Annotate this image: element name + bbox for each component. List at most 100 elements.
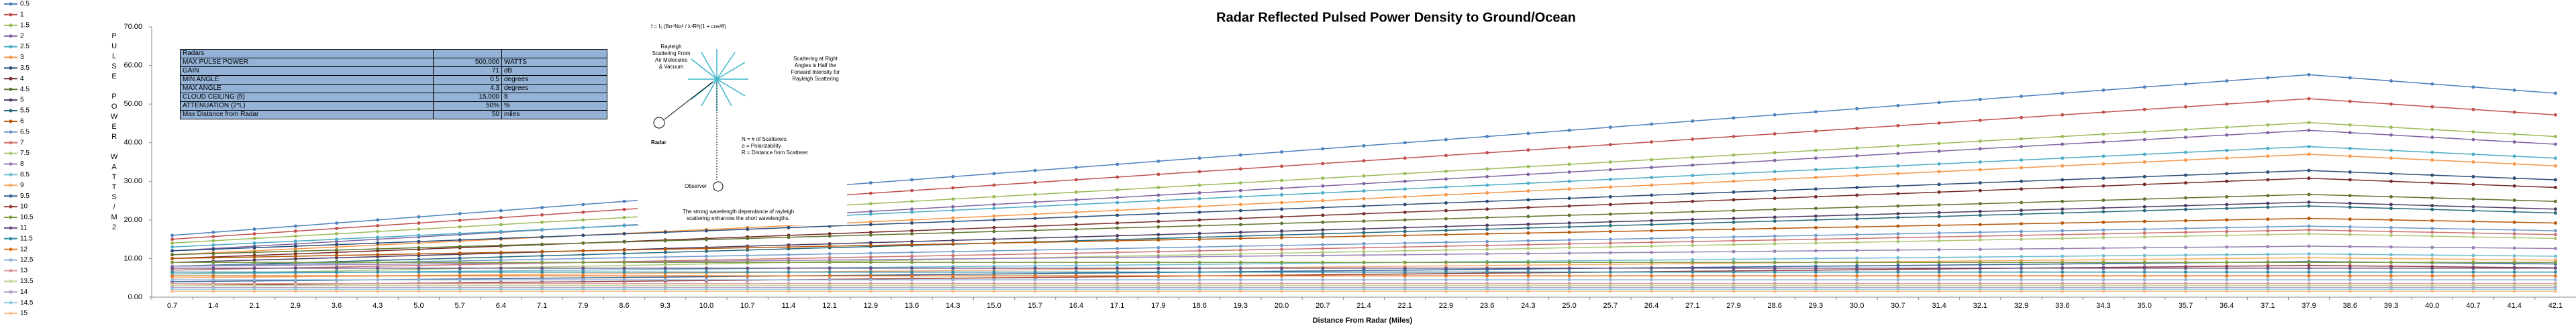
- point: [1197, 210, 1201, 214]
- point: [1526, 278, 1530, 282]
- point: [211, 270, 215, 274]
- point: [540, 289, 544, 293]
- point: [951, 238, 955, 242]
- point: [992, 289, 996, 293]
- point: [2307, 232, 2311, 236]
- point: [910, 188, 914, 193]
- point: [1896, 123, 1900, 127]
- scattering-diagram: I = I₀ (8π⁴Nα² / λ⁴R²)(1 + cos²θ) Radar …: [638, 19, 847, 225]
- point: [2183, 253, 2187, 257]
- point: [1033, 278, 1037, 282]
- point: [1773, 266, 1777, 270]
- legend-marker: [9, 290, 13, 294]
- point: [293, 260, 297, 264]
- table-row: MAX ANGLE 4.3 degrees: [180, 84, 607, 93]
- point: [2225, 289, 2229, 293]
- point: [2512, 254, 2516, 258]
- point: [2101, 260, 2106, 264]
- point: [170, 260, 175, 264]
- point: [499, 229, 503, 233]
- table-cell: dB: [501, 66, 607, 76]
- point: [2553, 178, 2557, 182]
- x-tick-label: 32.1: [1973, 302, 1987, 310]
- table-cell: CLOUD CEILING (ft): [180, 93, 434, 102]
- point: [376, 253, 380, 257]
- point: [334, 263, 338, 267]
- point: [293, 242, 297, 246]
- y-tick-label: 70.00: [123, 23, 142, 31]
- point: [746, 227, 750, 231]
- point: [1362, 278, 1366, 282]
- point: [1691, 199, 1695, 203]
- point: [1691, 163, 1695, 167]
- point: [2101, 184, 2106, 188]
- x-tick-label: 25.7: [1603, 302, 1618, 310]
- point: [2061, 246, 2065, 250]
- point: [622, 274, 626, 278]
- point: [1526, 222, 1530, 226]
- point: [1116, 270, 1120, 274]
- point: [1033, 224, 1037, 228]
- x-tick-label: 27.9: [1726, 302, 1740, 310]
- point: [1444, 228, 1448, 232]
- point: [1238, 167, 1242, 171]
- point: [1855, 289, 1859, 293]
- point: [376, 289, 380, 293]
- point: [1403, 156, 1407, 160]
- point: [376, 270, 380, 274]
- point: [1156, 263, 1160, 267]
- point: [1280, 215, 1284, 219]
- point: [992, 229, 996, 233]
- x-tick-label: 13.6: [905, 302, 919, 310]
- legend-label: 8: [20, 160, 24, 168]
- point: [1362, 197, 1366, 201]
- point: [1814, 289, 1818, 293]
- point: [992, 237, 996, 241]
- point: [1691, 119, 1695, 123]
- point: [1526, 274, 1530, 278]
- point: [2142, 107, 2146, 111]
- point: [1197, 191, 1201, 195]
- point: [1773, 278, 1777, 282]
- point: [951, 231, 955, 235]
- point: [2430, 204, 2434, 208]
- point: [1116, 226, 1120, 230]
- point: [2101, 198, 2106, 202]
- point: [458, 266, 462, 270]
- legend-label: 6: [20, 118, 24, 125]
- point: [581, 266, 585, 270]
- point: [1650, 201, 1654, 205]
- point: [1156, 278, 1160, 282]
- point: [1814, 187, 1818, 191]
- point: [910, 199, 914, 203]
- point: [2389, 253, 2393, 257]
- point: [1403, 289, 1407, 293]
- x-tick-label: 22.9: [1439, 302, 1453, 310]
- point: [1403, 141, 1407, 145]
- point: [2348, 170, 2352, 174]
- x-tick-label: 39.3: [2384, 302, 2398, 310]
- point: [910, 210, 914, 214]
- point: [1485, 215, 1489, 219]
- point: [622, 248, 626, 252]
- point: [2266, 274, 2270, 278]
- point: [2348, 289, 2352, 293]
- point: [1074, 178, 1078, 182]
- point: [951, 250, 955, 254]
- legend-marker: [9, 215, 13, 219]
- point: [1280, 274, 1284, 278]
- point: [1732, 227, 1736, 231]
- point: [2142, 260, 2146, 264]
- diagram-text: Rayleigh: [660, 44, 681, 50]
- table-row: ATTENUATION (2*L) 50%%: [180, 101, 607, 111]
- point: [2348, 233, 2352, 237]
- point: [2225, 102, 2229, 106]
- point: [1403, 266, 1407, 270]
- point: [1197, 183, 1201, 187]
- point: [2471, 258, 2475, 262]
- point: [417, 289, 421, 293]
- x-tick-label: 2.9: [291, 302, 301, 310]
- point: [170, 274, 175, 278]
- point: [1526, 239, 1530, 243]
